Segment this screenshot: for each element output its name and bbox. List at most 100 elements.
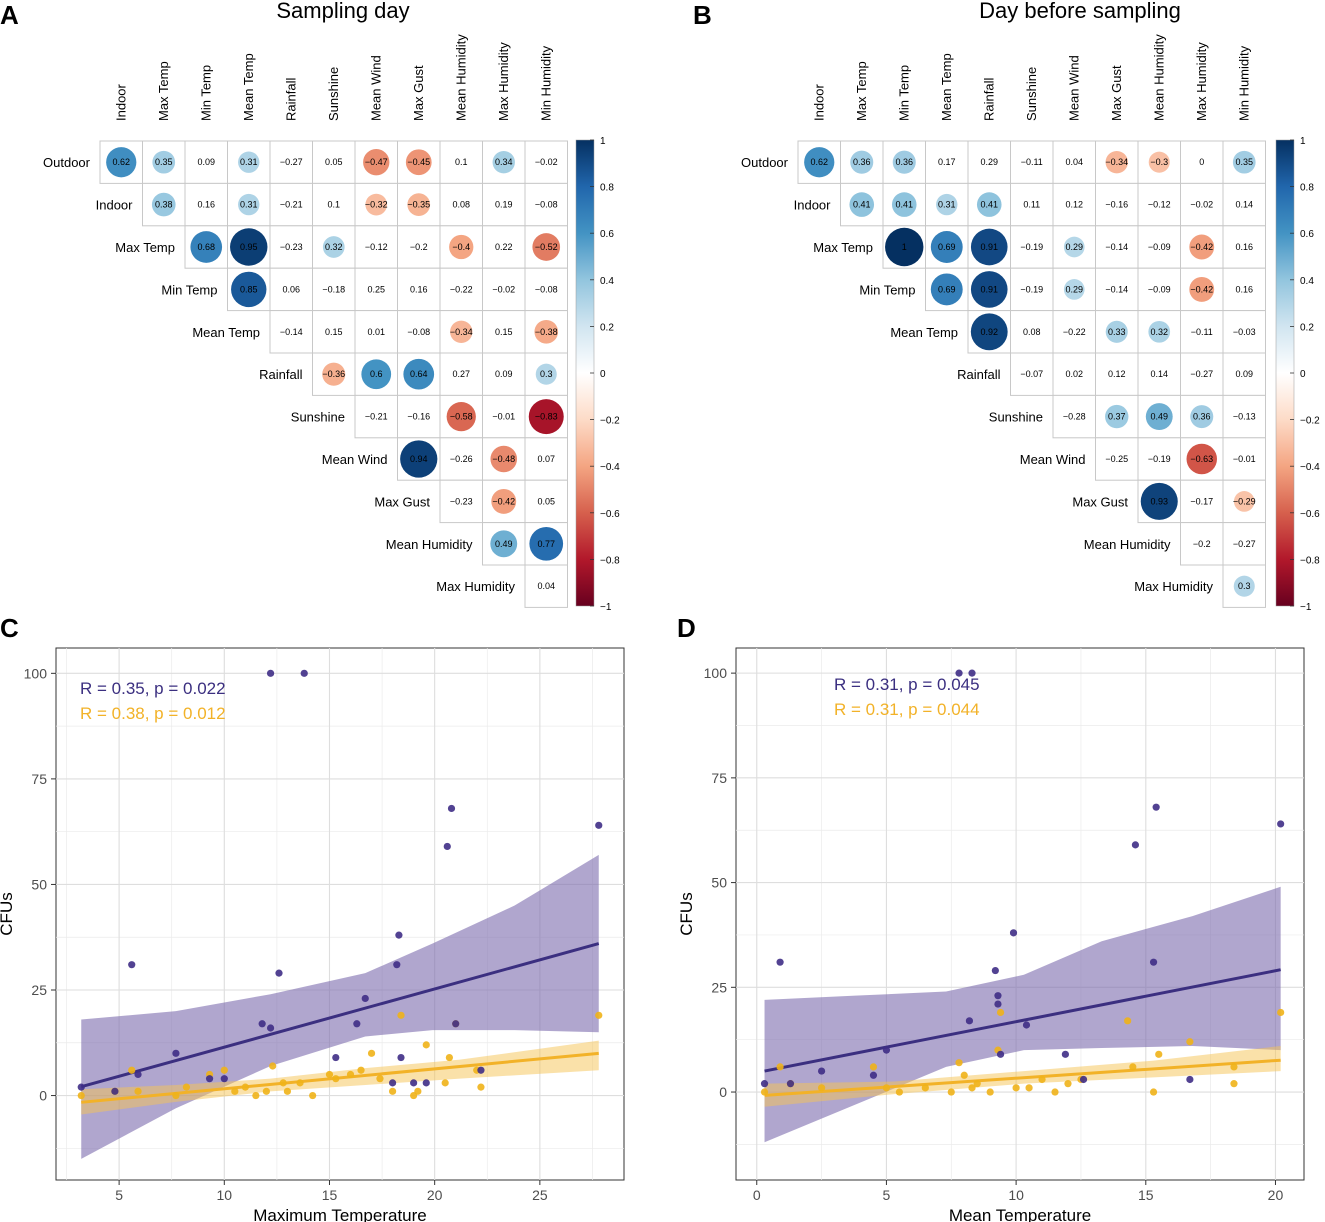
cell-value: 0.92 [980,327,998,337]
correlation-circle [1105,404,1129,429]
column-label: Mean Humidity [453,34,468,121]
correlation-circle [238,151,260,173]
colorbar-tick-label: −0.2 [600,416,620,427]
stat-label-yellow: R = 0.38, p = 0.012 [80,704,226,723]
data-point-purple [258,1020,266,1028]
y-tick-label: 0 [719,1084,727,1100]
scatter-d: 0 5 10 15 20 0 25 50 75 100 R = 0.31, p = 0.045 R =… [677,647,1305,1222]
regression-line-yellow [81,1051,599,1104]
colorbar-tick-label: 0 [600,369,606,380]
y-axis-label: CFUs [0,892,16,935]
stat-label-purple: R = 0.31, p = 0.045 [834,675,980,694]
cell-value: −0.52 [535,242,558,252]
heatmap-cell [482,352,526,396]
cell-value: 0.49 [495,539,513,549]
correlation-circle [1148,151,1170,173]
data-point-purple [1009,929,1018,937]
data-point-purple [994,1000,1002,1008]
correlation-circle [976,192,1002,217]
correlation-circle [892,150,916,174]
column-label: Min Humidity [1236,45,1251,121]
correlation-circle [1145,403,1173,431]
cell-value: −0.16 [407,412,430,422]
data-point-purple [77,1083,85,1091]
row-label: Max Gust [1072,494,1128,509]
data-point-yellow [1025,1084,1033,1092]
heatmap-cell [1137,267,1181,312]
data-point-yellow [1012,1084,1020,1092]
data-point-purple [361,994,369,1003]
heatmap-cell [1222,310,1266,354]
data-point-purple [595,821,603,829]
cell-value: −0.01 [492,412,515,422]
cell-value: −0.42 [1190,284,1213,294]
y-tick-label: 0 [39,1088,47,1104]
correlation-circle [1063,236,1085,258]
colorbar-tick-label: 1 [1300,136,1306,147]
cell-value: −0.28 [1063,412,1086,422]
panel-label-a: A [0,0,19,30]
cell-value: 0.29 [1065,284,1083,294]
data-point-yellow [947,1088,955,1096]
correlation-circle [1148,320,1171,343]
data-point-purple [452,1020,460,1028]
correlation-circle [190,231,223,263]
cell-value: 0.3 [540,369,553,379]
correlation-circle [529,526,564,561]
colorbar-tick-label: −1 [600,602,612,613]
data-point-purple [353,1020,361,1028]
column-label: Max Temp [156,61,171,121]
heatmap-cell [397,394,441,439]
cell-value: 0.17 [938,157,956,167]
heatmap-cell [397,310,441,354]
data-point-purple [205,1075,214,1083]
row-label: Sunshine [989,410,1043,425]
heatmap-cell [524,267,568,312]
data-point-purple [172,1049,180,1057]
cell-value: 0.15 [495,327,513,337]
row-label: Max Humidity [1134,579,1213,594]
heatmap-cell [184,140,228,184]
data-point-purple [1061,1050,1069,1058]
y-tick-label: 100 [24,665,48,681]
colorbar-tick-label: 0.8 [1300,183,1314,194]
cell-value: 0.06 [282,284,300,294]
cell-value: 0.16 [410,284,428,294]
cell-value: 0.35 [1235,157,1253,167]
correlation-circle [231,271,267,308]
row-label: Mean Humidity [1084,537,1171,552]
data-point-yellow [172,1091,180,1100]
row-label: Min Temp [859,282,915,297]
cell-value: −0.23 [450,496,473,506]
cell-value: 0.31 [240,157,258,167]
cell-value: −0.32 [365,200,388,210]
heatmap-cell [354,267,398,312]
correlation-circle [1189,234,1215,260]
data-point-yellow [986,1088,994,1096]
cell-value: 0.36 [895,157,913,167]
cell-value: −0.58 [450,412,473,422]
correlation-circle [491,488,517,514]
data-point-yellow [309,1091,317,1100]
data-point-purple [410,1079,418,1087]
data-point-yellow [252,1091,260,1100]
correlation-circle [528,399,564,435]
heatmap-cell [1095,225,1139,269]
correlation-circle [930,231,963,263]
cell-value: 0.11 [1023,200,1040,210]
data-point-yellow [960,1071,968,1079]
row-label: Max Temp [813,240,873,255]
cell-value: 0.62 [112,157,130,167]
cell-value: −0.13 [1233,412,1256,422]
correlation-circle [849,192,875,217]
data-point-yellow [1277,1008,1285,1017]
correlation-circle [1233,575,1255,597]
heatmap-cell [312,267,356,312]
column-label: Indoor [113,83,128,121]
correlation-circle [230,228,268,266]
heatmap-cell [1137,182,1181,227]
data-point-yellow [441,1079,449,1087]
data-point-purple [443,842,451,851]
heatmap-cell [439,352,483,396]
cell-value: −0.38 [535,327,558,337]
